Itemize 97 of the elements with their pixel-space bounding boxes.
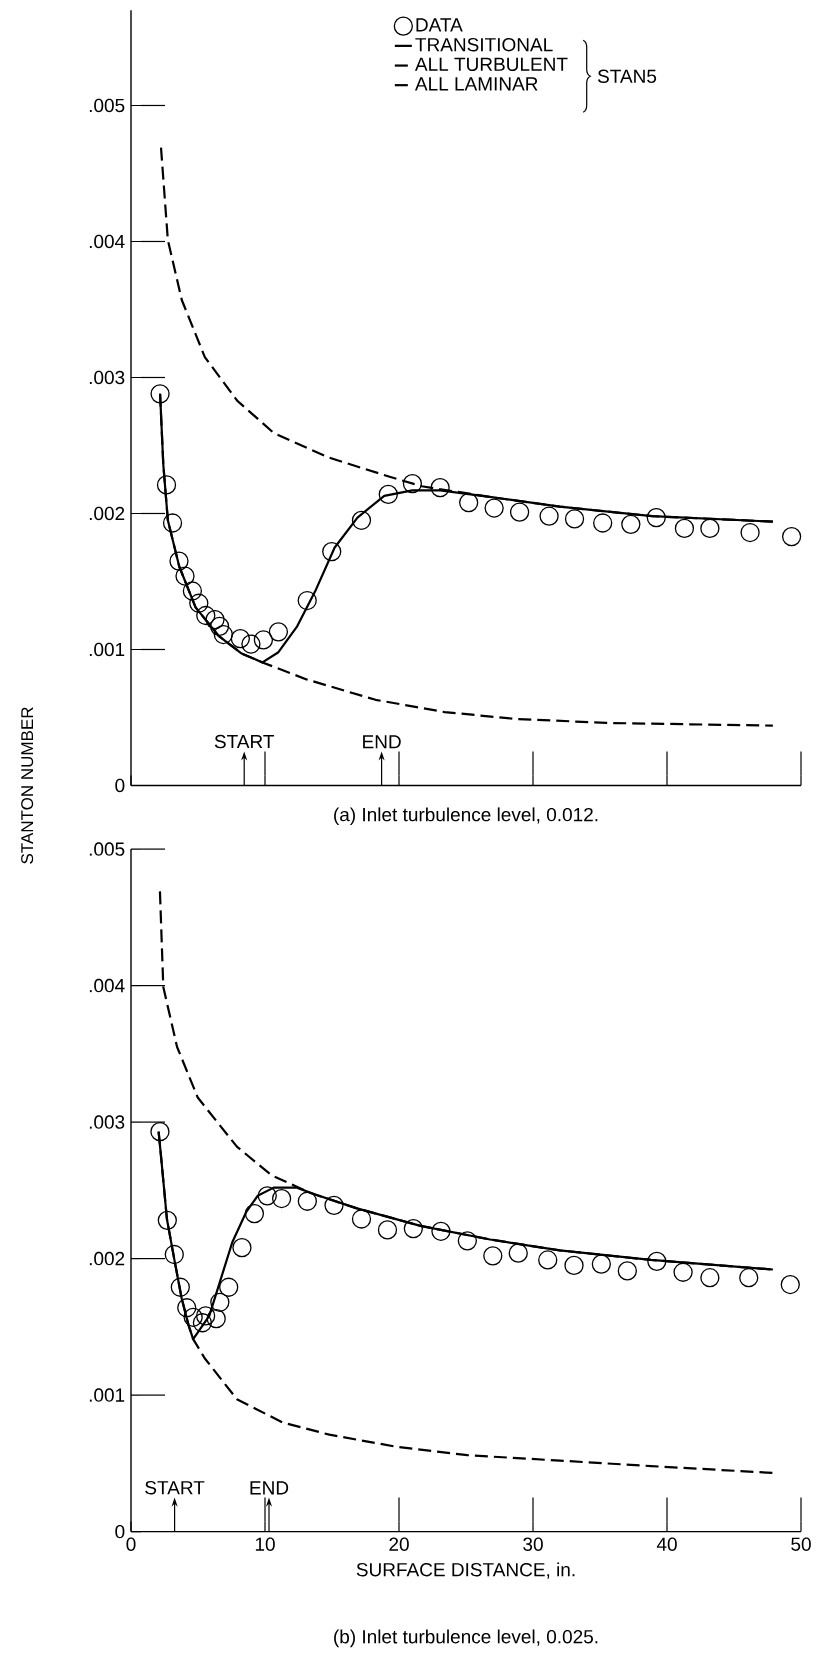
x-tick-label: 50 [791, 1537, 811, 1551]
y-tick-label: .001 [89, 642, 125, 657]
point [170, 1277, 190, 1297]
point [157, 1210, 177, 1231]
point [189, 593, 209, 613]
point [322, 541, 342, 562]
point [164, 1244, 184, 1265]
point [230, 628, 250, 649]
text: (a) Inlet turbulence level, 0.012. [334, 807, 598, 826]
point [781, 526, 802, 547]
point [206, 1309, 226, 1329]
legend-label: ALL TURBULENT [414, 57, 568, 72]
point [219, 1277, 239, 1297]
point [564, 1255, 584, 1276]
point [351, 1209, 372, 1229]
point [175, 566, 195, 586]
point [739, 1268, 759, 1288]
point [213, 624, 233, 645]
point [564, 509, 585, 529]
point [457, 1231, 477, 1251]
point [232, 1238, 252, 1258]
point [646, 507, 666, 528]
point [740, 522, 760, 543]
point [209, 616, 230, 637]
point [205, 609, 225, 630]
x-tick-label: 20 [389, 1537, 409, 1551]
annotation: START [214, 734, 275, 749]
point [268, 622, 289, 642]
y-tick-label: .003 [89, 370, 125, 385]
point [674, 518, 695, 539]
annotation: STAN5 [597, 69, 657, 84]
point [297, 1191, 317, 1211]
x-tick-label: 30 [523, 1537, 543, 1551]
annotation: END [250, 1481, 289, 1495]
point [539, 506, 559, 526]
y-tick-label: .004 [89, 234, 125, 249]
legend-label: ALL LAMINAR [414, 77, 538, 91]
point [150, 384, 170, 404]
legend-label: DATA [416, 18, 463, 32]
point [257, 1186, 277, 1206]
text: (b) Inlet turbulence level, 0.025. [334, 1629, 598, 1648]
y-tick-label: 0 [115, 1524, 125, 1539]
x-tick-label: 0 [126, 1537, 136, 1551]
y-tick-label: .002 [89, 506, 125, 521]
point [673, 1262, 693, 1282]
legend-label: TRANSITIONAL [415, 37, 553, 52]
y-tick-label: .005 [89, 98, 125, 113]
point [150, 1122, 170, 1142]
point [182, 581, 203, 601]
point [403, 1218, 423, 1239]
y-tick-label: .001 [89, 1388, 125, 1402]
point [593, 513, 613, 533]
y-tick-label: .003 [89, 1115, 125, 1129]
point [459, 492, 479, 513]
y-tick-label: 0 [115, 778, 125, 793]
point [271, 1188, 292, 1209]
point [192, 1313, 213, 1333]
point [430, 478, 450, 498]
point [431, 1221, 451, 1241]
point [377, 1220, 398, 1240]
point [700, 518, 720, 539]
point [483, 1246, 503, 1266]
y-tick-label: .005 [89, 842, 125, 856]
point [297, 590, 317, 611]
point [241, 634, 261, 654]
point [484, 498, 504, 518]
point [402, 473, 423, 494]
point [647, 1251, 667, 1271]
point [195, 1306, 216, 1326]
point [156, 475, 177, 495]
point [169, 551, 189, 571]
point [700, 1268, 720, 1288]
annotation: START [145, 1480, 205, 1495]
x-tick-label: 40 [656, 1537, 677, 1551]
annotation: END [363, 735, 401, 749]
y-tick-label: .002 [89, 1251, 125, 1266]
point [253, 630, 274, 650]
x-axis-title: SURFACE DISTANCE, in. [356, 1562, 575, 1579]
point [244, 1203, 265, 1224]
y-tick-label: .004 [89, 978, 125, 993]
point [183, 1307, 203, 1327]
point [508, 1243, 528, 1263]
point [210, 1292, 230, 1312]
point [196, 605, 216, 626]
point [538, 1250, 558, 1270]
point [351, 510, 372, 530]
point [177, 1298, 197, 1318]
point [621, 514, 641, 535]
point [324, 1195, 344, 1216]
point [162, 513, 183, 533]
x-tick-label: 10 [255, 1537, 275, 1551]
point [591, 1254, 611, 1274]
point [509, 502, 530, 522]
point [378, 484, 398, 505]
y-axis-title: STANTON NUMBER [21, 707, 34, 864]
point [617, 1261, 637, 1281]
point [780, 1274, 800, 1295]
